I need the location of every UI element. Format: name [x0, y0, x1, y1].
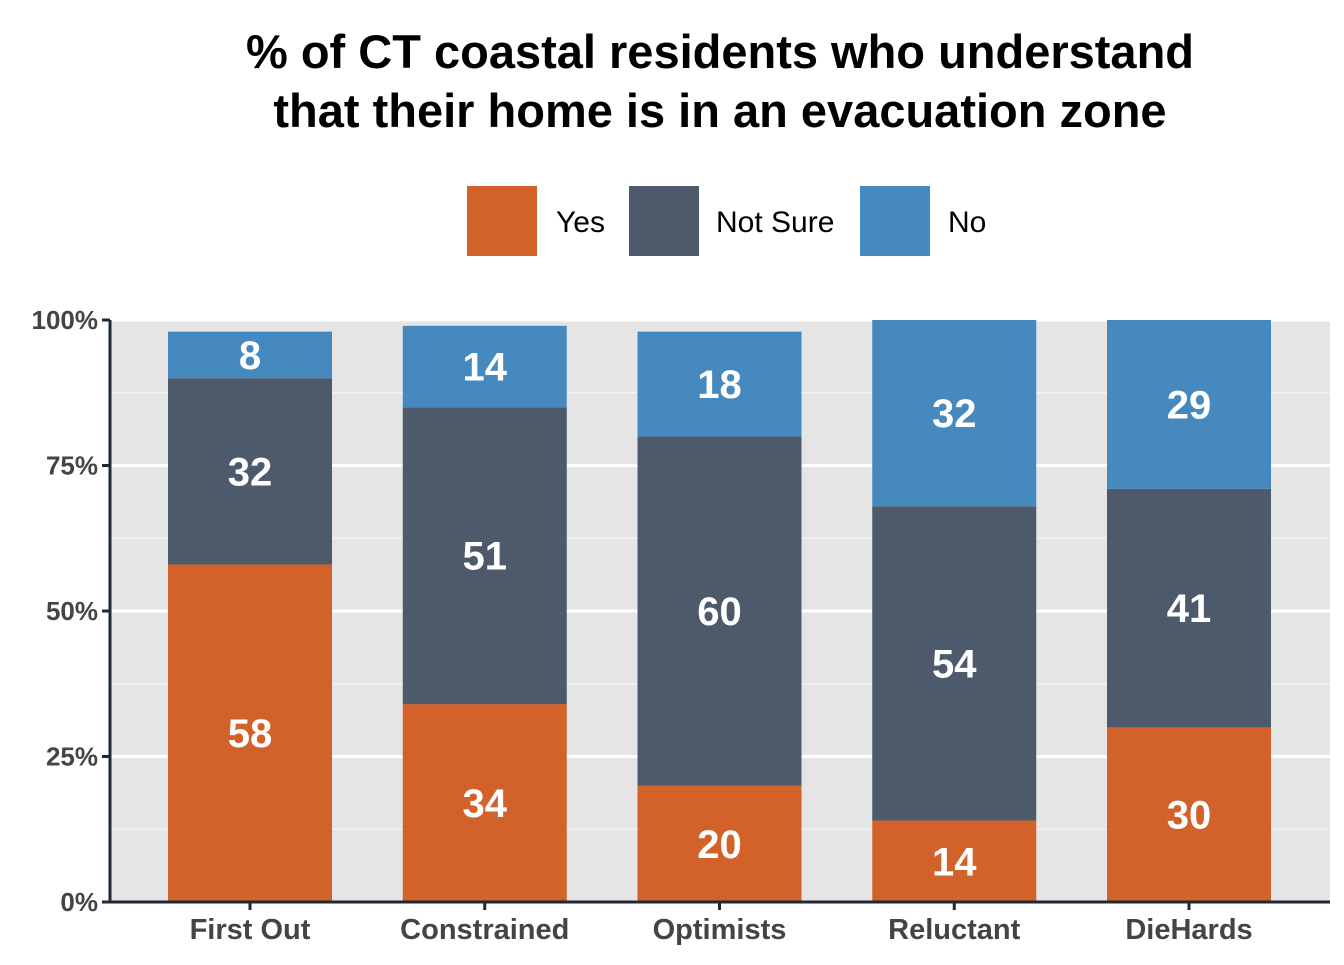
legend-key-not-sure [627, 184, 701, 258]
data-label: 32 [228, 450, 273, 494]
chart-title-line-2: that their home is in an evacuation zone [273, 84, 1166, 137]
data-label: 8 [239, 334, 261, 378]
legend-label: Not Sure [716, 206, 834, 239]
data-label: 58 [228, 712, 273, 756]
bar-no-optimists [637, 331, 802, 437]
data-label: 54 [932, 642, 977, 686]
bar-not-sure-optimists [637, 436, 802, 786]
y-tick-label: 0% [60, 887, 98, 917]
data-label: 32 [932, 392, 977, 436]
data-label: 18 [697, 363, 742, 407]
bar-not-sure-reluctant [872, 506, 1037, 821]
bar-no-first-out [168, 331, 332, 379]
data-label: 60 [697, 590, 742, 634]
legend-label: No [948, 206, 986, 239]
bar-yes-optimists [637, 785, 802, 902]
legend: Yes Not Sure No [465, 184, 986, 258]
bar-yes-first-out [168, 564, 332, 902]
legend-key-no [858, 184, 932, 258]
x-tick-label: Constrained [400, 914, 569, 946]
legend-key-yes [465, 184, 539, 258]
data-label: 14 [463, 346, 508, 390]
bar-not-sure-first-out [168, 378, 332, 565]
bar-yes-diehards [1107, 727, 1271, 902]
data-label: 14 [932, 840, 977, 884]
data-labels: 58 32 8 34 51 14 20 60 18 14 54 32 30 41 29 [228, 334, 1212, 884]
x-tick-label: Optimists [653, 914, 787, 946]
data-label: 51 [463, 535, 508, 579]
data-label: 29 [1167, 383, 1212, 427]
bar-yes-reluctant [872, 820, 1037, 902]
bar-no-diehards [1107, 320, 1271, 489]
x-tick-label: DieHards [1125, 914, 1252, 946]
y-tick-label: 25% [46, 742, 98, 772]
y-tick-label: 100% [32, 305, 99, 335]
y-tick-label: 75% [46, 451, 98, 481]
data-label: 30 [1167, 794, 1212, 838]
bar-yes-constrained [402, 704, 567, 902]
chart-title-line-1: % of CT coastal residents who understand [246, 25, 1194, 78]
data-label: 34 [463, 782, 508, 826]
x-tick-label: First Out [190, 914, 311, 946]
chart-title: % of CT coastal residents who understand… [246, 25, 1194, 137]
bar-not-sure-diehards [1107, 488, 1271, 728]
bar-not-sure-constrained [402, 407, 567, 705]
bars [168, 320, 1271, 902]
bar-no-reluctant [872, 320, 1037, 507]
x-tick-label: Reluctant [888, 914, 1020, 946]
y-tick-label: 50% [46, 596, 98, 626]
data-label: 20 [697, 823, 742, 867]
legend-label: Yes [556, 206, 605, 239]
bar-no-constrained [402, 325, 567, 408]
axes: 0% 25% 50% 75% 100% First Out Constrained Optim… [32, 305, 1330, 946]
data-label: 41 [1167, 587, 1212, 631]
